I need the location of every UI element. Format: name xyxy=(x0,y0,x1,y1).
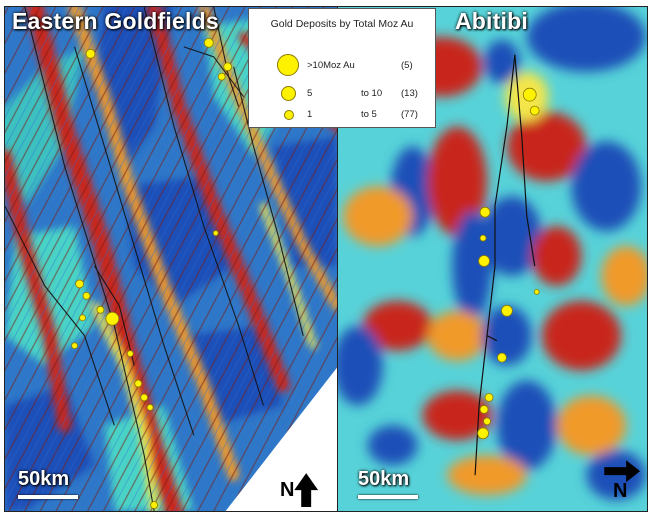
legend-range-from: >10Moz Au xyxy=(307,60,355,71)
north-label-right: N xyxy=(613,480,628,502)
map-title-abitibi: Abitibi xyxy=(455,8,528,34)
legend-count: (77) xyxy=(401,109,418,120)
legend-count: (13) xyxy=(401,88,418,99)
legend-item: 1 to 5 (77) xyxy=(249,105,437,129)
map-title-eastern-goldfields: Eastern Goldfields xyxy=(12,8,219,34)
arrow-up-icon xyxy=(294,473,319,508)
scale-line xyxy=(358,495,418,499)
legend-item: >10Moz Au (5) xyxy=(249,54,437,78)
legend: Gold Deposits by Total Moz Au >10Moz Au … xyxy=(248,8,436,128)
legend-item: 5 to 10 (13) xyxy=(249,83,437,107)
deposit-symbol-large xyxy=(277,54,299,76)
no-data-corner xyxy=(225,367,337,511)
legend-count: (5) xyxy=(401,60,413,71)
scale-bar-right: 50km xyxy=(358,468,422,499)
north-arrow-left xyxy=(294,473,319,508)
deposit-symbol-small xyxy=(284,110,294,120)
legend-range-from: 1 xyxy=(307,109,313,120)
scale-bar-left: 50km xyxy=(18,468,82,499)
legend-range-to: to 10 xyxy=(361,88,383,99)
deposit-symbol-medium xyxy=(281,86,296,101)
legend-range-from: 5 xyxy=(307,88,313,99)
legend-title: Gold Deposits by Total Moz Au xyxy=(270,18,414,30)
scale-label: 50km xyxy=(18,468,70,490)
arrow-right-icon xyxy=(604,460,641,483)
north-label-left: N xyxy=(280,479,295,501)
scale-line xyxy=(18,495,78,499)
abitibi-magnetic-map xyxy=(338,7,647,511)
gold-deposits-right xyxy=(477,87,540,440)
legend-range-to: to 5 xyxy=(361,109,377,120)
map-panel-abitibi xyxy=(337,6,648,512)
gold-deposits-left xyxy=(71,37,233,509)
north-arrow-right xyxy=(604,460,641,483)
scale-label: 50km xyxy=(358,468,410,490)
